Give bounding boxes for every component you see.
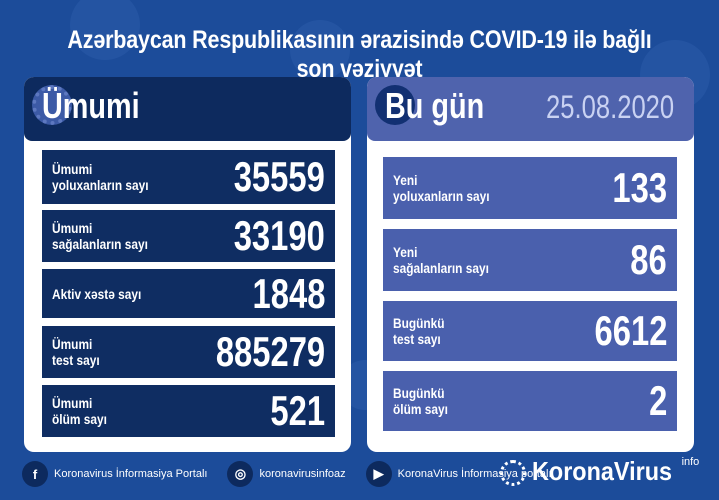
brand-logo: KoronaVirus info [500, 456, 699, 487]
stat-row: Bugünkü test sayı 6612 [383, 301, 677, 361]
stat-value: 86 [630, 236, 667, 283]
youtube-icon: ▶ [365, 461, 392, 487]
stat-label: Ümumi test sayı [52, 336, 100, 368]
instagram-label: koronavirusinfoaz [259, 468, 346, 480]
instagram-link[interactable]: ◎ koronavirusinfoaz [227, 461, 346, 487]
stat-label: Ümumi ölüm sayı [52, 395, 107, 427]
virus-icon [375, 85, 415, 125]
stat-value: 33190 [233, 212, 325, 259]
stat-label: Ümumi yoluxanların sayı [52, 161, 149, 193]
stat-row: Aktiv xəstə sayı 1848 [42, 269, 335, 318]
stat-value: 133 [612, 164, 667, 211]
total-header: Ümumi [24, 77, 351, 141]
stat-label: Bugünkü ölüm sayı [393, 385, 448, 417]
stat-value: 1848 [252, 269, 325, 317]
page-title: Azərbaycan Respublikasının ərazisində CO… [67, 26, 652, 83]
instagram-icon: ◎ [227, 461, 254, 487]
stat-row: Ümumi yoluxanların sayı 35559 [42, 150, 335, 204]
stat-value: 885279 [215, 328, 325, 375]
total-heading: Ümumi [42, 85, 140, 126]
stat-row: Ümumi test sayı 885279 [42, 326, 335, 378]
today-panel: Bu gün 25.08.2020 Yeni yoluxanların sayı… [367, 77, 694, 452]
total-panel: Ümumi Ümumi yoluxanların sayı 35559 Ümumi… [24, 77, 351, 452]
stat-label: Yeni sağalanların sayı [393, 244, 489, 276]
virus-decoration [70, 0, 140, 60]
stat-row: Ümumi sağalanların sayı 33190 [42, 210, 335, 262]
virus-decoration [290, 20, 350, 80]
stat-label: Yeni yoluxanların sayı [393, 172, 490, 204]
stat-value: 521 [270, 387, 325, 434]
date: 25.08.2020 [545, 89, 674, 125]
brand-name: KoronaVirus [532, 456, 673, 486]
stat-row: Yeni sağalanların sayı 86 [383, 229, 677, 291]
sun-logo-icon [500, 460, 526, 486]
brand-suffix: info [681, 456, 700, 468]
stat-row: Bugünkü ölüm sayı 2 [383, 371, 677, 431]
stat-value: 35559 [233, 153, 325, 200]
stat-value: 2 [648, 377, 667, 424]
stat-row: Yeni yoluxanların sayı 133 [383, 157, 677, 219]
stat-label: Bugünkü test sayı [393, 315, 445, 347]
stat-value: 6612 [594, 307, 667, 354]
facebook-label: Koronavirus İnformasiya Portalı [54, 468, 208, 480]
footer: f Koronavirus İnformasiya Portalı ◎ korona… [22, 461, 572, 487]
today-header: Bu gün 25.08.2020 [367, 77, 694, 141]
stat-row: Ümumi ölüm sayı 521 [42, 385, 335, 437]
facebook-icon: f [22, 461, 48, 487]
stat-label: Ümumi sağalanların sayı [52, 220, 148, 252]
facebook-link[interactable]: f Koronavirus İnformasiya Portalı [22, 461, 207, 487]
virus-icon [32, 85, 72, 125]
stat-label: Aktiv xəstə sayı [52, 285, 142, 302]
today-heading: Bu gün [385, 85, 485, 126]
